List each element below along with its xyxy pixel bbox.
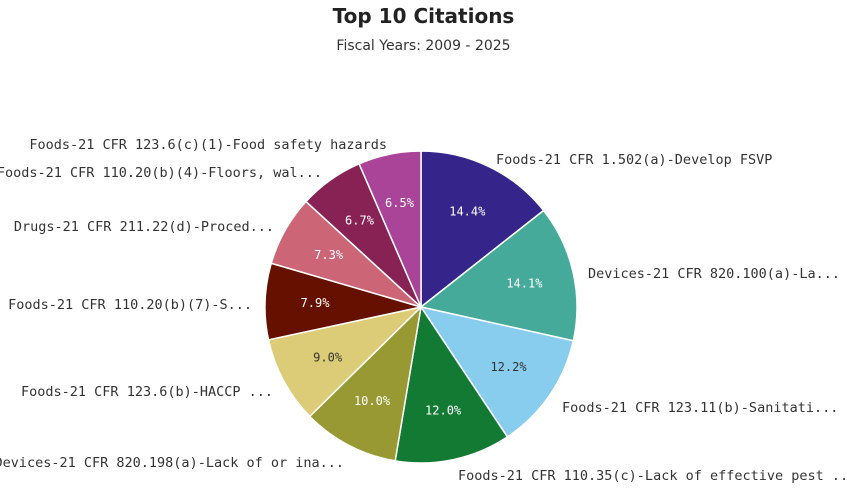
pie-slice[interactable] bbox=[419, 305, 575, 438]
pie-slice[interactable] bbox=[358, 150, 422, 308]
slice-percent-label: 6.5% bbox=[385, 196, 415, 210]
slice-category-label: Foods-21 CFR 123.11(b)-Sanitati... bbox=[562, 400, 838, 416]
slice-percent-label: 10.0% bbox=[354, 394, 391, 408]
slice-percent-label: 9.0% bbox=[313, 350, 343, 364]
slice-category-label: Devices-21 CFR 820.100(a)-La... bbox=[588, 266, 840, 282]
slice-category-label: Foods-21 CFR 110.20(b)(7)-S... bbox=[8, 297, 252, 313]
pie-slices bbox=[264, 150, 578, 464]
chart-title: Top 10 Citations bbox=[332, 4, 515, 28]
pie-slice[interactable] bbox=[308, 304, 423, 462]
slice-percent-label: 7.3% bbox=[314, 248, 344, 262]
slice-category-label: Foods-21 CFR 123.6(b)-HACCP ... bbox=[21, 384, 273, 400]
slice-category-label: Drugs-21 CFR 211.22(d)-Proced... bbox=[14, 219, 274, 235]
slice-percent-label: 14.4% bbox=[449, 205, 486, 219]
slice-category-label: Foods-21 CFR 1.502(a)-Develop FSVP bbox=[496, 152, 772, 168]
slice-category-label: Foods-21 CFR 110.35(c)-Lack of effective… bbox=[458, 468, 847, 484]
slice-category-label: Foods-21 CFR 110.20(b)(4)-Floors, wal... bbox=[0, 165, 322, 181]
slice-percent-label: 7.9% bbox=[301, 296, 331, 310]
slice-percent-label: 6.7% bbox=[345, 214, 375, 228]
pie-slice[interactable] bbox=[267, 305, 424, 418]
slice-percent-label: 14.1% bbox=[506, 276, 543, 290]
slice-percent-label: 12.0% bbox=[425, 404, 462, 418]
slice-percent-labels: 14.4% 14.1% 12.2% 12.0% 10.0% 9.0% 7.9% 7.3% 6.7… bbox=[301, 196, 544, 418]
slice-category-label: Foods-21 CFR 123.6(c)(1)-Food safety haz… bbox=[29, 137, 387, 153]
pie-slice[interactable] bbox=[420, 150, 545, 309]
chart-subtitle: Fiscal Years: 2009 - 2025 bbox=[336, 38, 511, 54]
slice-category-label: Devices-21 CFR 820.198(a)-Lack of or ina… bbox=[0, 455, 344, 471]
slice-category-labels: Foods-21 CFR 1.502(a)-Develop FSVP Device… bbox=[0, 137, 847, 484]
pie-slice[interactable] bbox=[419, 209, 578, 342]
slice-percent-label: 12.2% bbox=[490, 360, 527, 374]
pie-slice[interactable] bbox=[394, 305, 509, 464]
